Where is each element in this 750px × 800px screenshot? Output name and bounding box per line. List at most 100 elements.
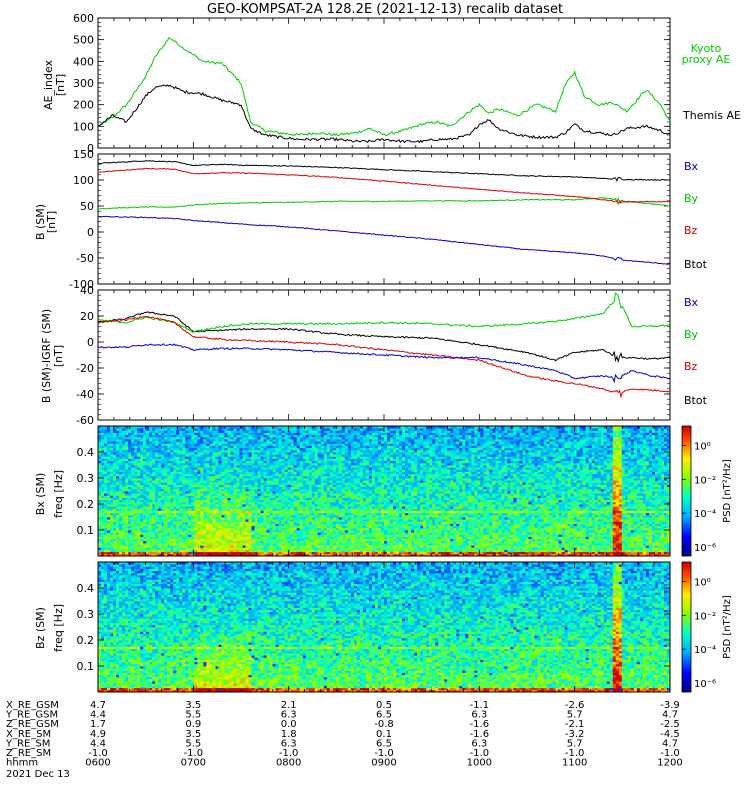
spectrogram-cell — [230, 460, 234, 464]
spectrogram-cell — [248, 519, 252, 522]
spectrogram-cell — [317, 480, 322, 483]
spectrogram-cell — [164, 434, 168, 438]
spectrogram-cell — [200, 467, 204, 470]
spectrogram-cell — [314, 491, 319, 494]
spectrogram-cell — [122, 540, 126, 544]
spectrogram-cell — [260, 499, 264, 503]
spectrogram-cell — [200, 493, 204, 496]
spectrogram-cell — [104, 501, 108, 505]
spectrogram-cell — [155, 428, 159, 431]
spectrogram-cell — [140, 475, 144, 479]
spectrogram-cell — [266, 543, 270, 546]
spectrogram-cell — [197, 538, 201, 542]
spectrogram-cell — [212, 473, 216, 477]
spectrogram-cell — [278, 439, 283, 442]
spectrogram-cell — [296, 443, 301, 446]
spectrogram-cell — [125, 499, 129, 503]
spectrogram-cell — [305, 553, 310, 557]
spectrogram-cell — [197, 517, 201, 520]
spectrogram-cell — [113, 508, 117, 511]
spectrogram-cell — [257, 478, 261, 481]
spectrogram-cell — [107, 525, 111, 529]
spectrogram-cell — [278, 521, 283, 524]
spectrogram-cell — [164, 540, 168, 544]
spectrogram-cell — [110, 436, 114, 440]
spectrogram-cell — [257, 473, 261, 477]
spectrogram-cell — [143, 428, 147, 431]
spectrogram-cell — [299, 553, 304, 557]
spectrogram-cell — [242, 478, 246, 481]
spectrogram-cell — [257, 538, 261, 542]
spectrogram-cell — [254, 462, 258, 466]
spectrogram-cell — [125, 534, 129, 537]
spectrogram-cell — [125, 510, 129, 514]
spectrogram-cell — [215, 508, 219, 511]
spectrogram-cell — [173, 471, 177, 475]
spectrogram-cell — [227, 491, 231, 494]
spectrogram-cell — [155, 536, 159, 540]
spectrogram-cell — [119, 497, 123, 501]
spectrogram-cell — [161, 484, 165, 488]
spectrogram-cell — [284, 543, 289, 546]
spectrogram-cell — [200, 547, 204, 550]
spectrogram-cell — [134, 488, 138, 492]
spectrogram-cell — [206, 449, 210, 453]
spectrogram-cell — [224, 482, 228, 485]
spectrogram-cell — [197, 465, 201, 468]
spectrogram-cell — [257, 475, 261, 479]
spectrogram-cell — [104, 495, 108, 498]
spectrogram-cell — [182, 456, 186, 459]
spectrogram-cell — [182, 491, 186, 494]
spectrogram-cell — [257, 454, 261, 457]
spectrogram-cell — [170, 519, 174, 522]
spectrogram-cell — [200, 436, 204, 440]
spectrogram-cell — [152, 454, 156, 457]
spectrogram-cell — [185, 491, 189, 494]
spectrogram-cell — [173, 434, 177, 438]
spectrogram-cell — [260, 497, 264, 501]
spectrogram-cell — [119, 467, 123, 470]
spectrogram-cell — [167, 491, 171, 494]
spectrogram-cell — [116, 506, 120, 509]
spectrogram-cell — [218, 484, 222, 488]
spectrogram-cell — [215, 553, 219, 557]
spectrogram-cell — [155, 523, 159, 527]
spectrogram-cell — [179, 471, 183, 475]
spectrogram-cell — [287, 521, 292, 524]
spectrogram-cell — [203, 426, 207, 429]
spectrogram-cell — [242, 432, 246, 436]
spectrogram-cell — [215, 449, 219, 453]
spectrogram-cell — [224, 530, 228, 533]
spectrogram-cell — [188, 465, 192, 468]
spectrogram-cell — [266, 493, 270, 496]
spectrogram-cell — [305, 512, 310, 516]
spectrogram-cell — [143, 467, 147, 470]
spectrogram-cell — [104, 549, 108, 553]
spectrogram-cell — [257, 549, 261, 553]
spectrogram-cell — [212, 521, 216, 524]
spectrogram-cell — [299, 521, 304, 524]
spectrogram-cell — [299, 495, 304, 498]
spectrogram-cell — [137, 493, 141, 496]
spectrogram-cell — [263, 428, 267, 431]
spectrogram-cell — [161, 480, 165, 483]
spectrogram-cell — [269, 480, 274, 483]
spectrogram-cell — [107, 445, 111, 449]
spectrogram-cell — [173, 486, 177, 490]
spectrogram-cell — [248, 517, 252, 520]
spectrogram-cell — [317, 445, 322, 449]
spectrogram-cell — [236, 493, 240, 496]
spectrogram-cell — [254, 434, 258, 438]
spectrogram-cell — [122, 426, 126, 429]
spectrogram-cell — [269, 495, 274, 498]
spectrogram-cell — [263, 471, 267, 475]
spectrogram-cell — [122, 530, 126, 533]
spectrogram-cell — [299, 493, 304, 496]
spectrogram-cell — [137, 551, 141, 555]
spectrogram-cell — [317, 517, 322, 520]
spectrogram-cell — [248, 530, 252, 533]
spectrogram-cell — [188, 426, 192, 429]
spectrogram-cell — [146, 486, 150, 490]
spectrogram-cell — [251, 495, 255, 498]
spectrogram-cell — [161, 441, 165, 444]
